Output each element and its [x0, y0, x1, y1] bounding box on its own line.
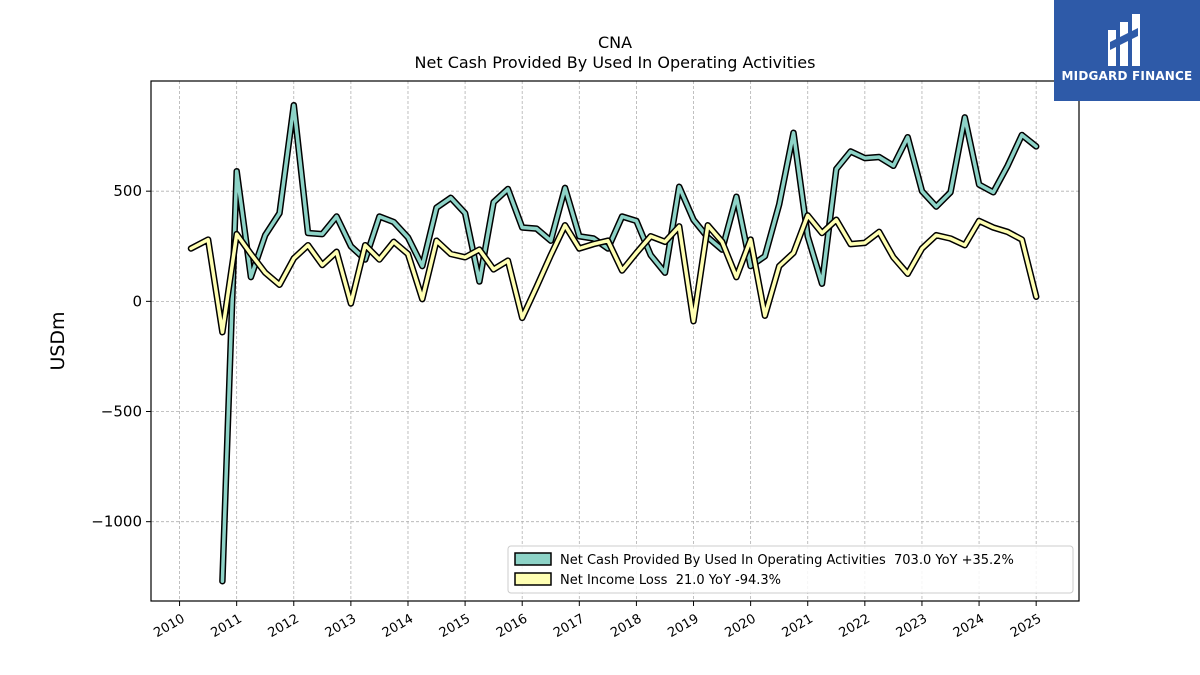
y-ticks: 500 0 −500 −1000 — [91, 182, 151, 531]
x-tick-label: 2014 — [380, 611, 416, 641]
x-tick-label: 2010 — [151, 611, 187, 641]
x-tick-label: 2012 — [266, 611, 302, 641]
x-tick-label: 2020 — [722, 611, 758, 641]
midgard-finance-logo: MIDGARD FINANCE — [1054, 0, 1200, 101]
y-tick-label: −500 — [101, 403, 142, 421]
x-tick-label: 2016 — [494, 611, 530, 641]
x-tick-label: 2018 — [608, 611, 644, 641]
x-tick-label: 2015 — [437, 611, 473, 641]
series-layer — [187, 101, 1040, 585]
plot-frame — [150, 80, 1080, 602]
legend-label-operating-cash: Net Cash Provided By Used In Operating A… — [560, 553, 1014, 568]
y-tick-label: 0 — [132, 292, 142, 310]
x-tick-label: 2024 — [951, 611, 987, 641]
legend: Net Cash Provided By Used In Operating A… — [507, 545, 1074, 594]
x-tick-label: 2011 — [209, 611, 245, 641]
operating-cash-line-outline — [219, 101, 1040, 585]
legend-box — [507, 545, 1074, 594]
x-ticks: 2010 2011 2012 2013 2014 2015 2016 2017 2018 2019… — [151, 601, 1044, 641]
midgard-mark-icon — [1108, 14, 1140, 66]
x-tick-label: 2017 — [551, 611, 587, 641]
y-tick-label: −1000 — [91, 513, 142, 531]
logo-text: MIDGARD FINANCE — [1061, 69, 1193, 83]
x-tick-label: 2022 — [837, 611, 873, 641]
chart-subtitle: Net Cash Provided By Used In Operating A… — [415, 53, 816, 72]
x-tick-label: 2013 — [323, 611, 359, 641]
operating-cash-line — [220, 103, 1038, 583]
x-tick-label: 2021 — [780, 611, 816, 641]
x-tick-label: 2023 — [894, 611, 930, 641]
x-tick-label: 2025 — [1008, 611, 1044, 641]
legend-swatch-net-income — [514, 572, 552, 586]
y-tick-label: 500 — [113, 182, 142, 200]
grid — [151, 81, 1079, 601]
chart-title: CNA — [598, 33, 632, 52]
x-tick-label: 2019 — [665, 611, 701, 641]
legend-label-net-income: Net Income Loss 21.0 YoY -94.3% — [560, 573, 781, 588]
legend-swatch-operating-cash — [514, 552, 552, 566]
y-axis-label: USDm — [47, 311, 69, 370]
net-income-line — [189, 213, 1038, 334]
